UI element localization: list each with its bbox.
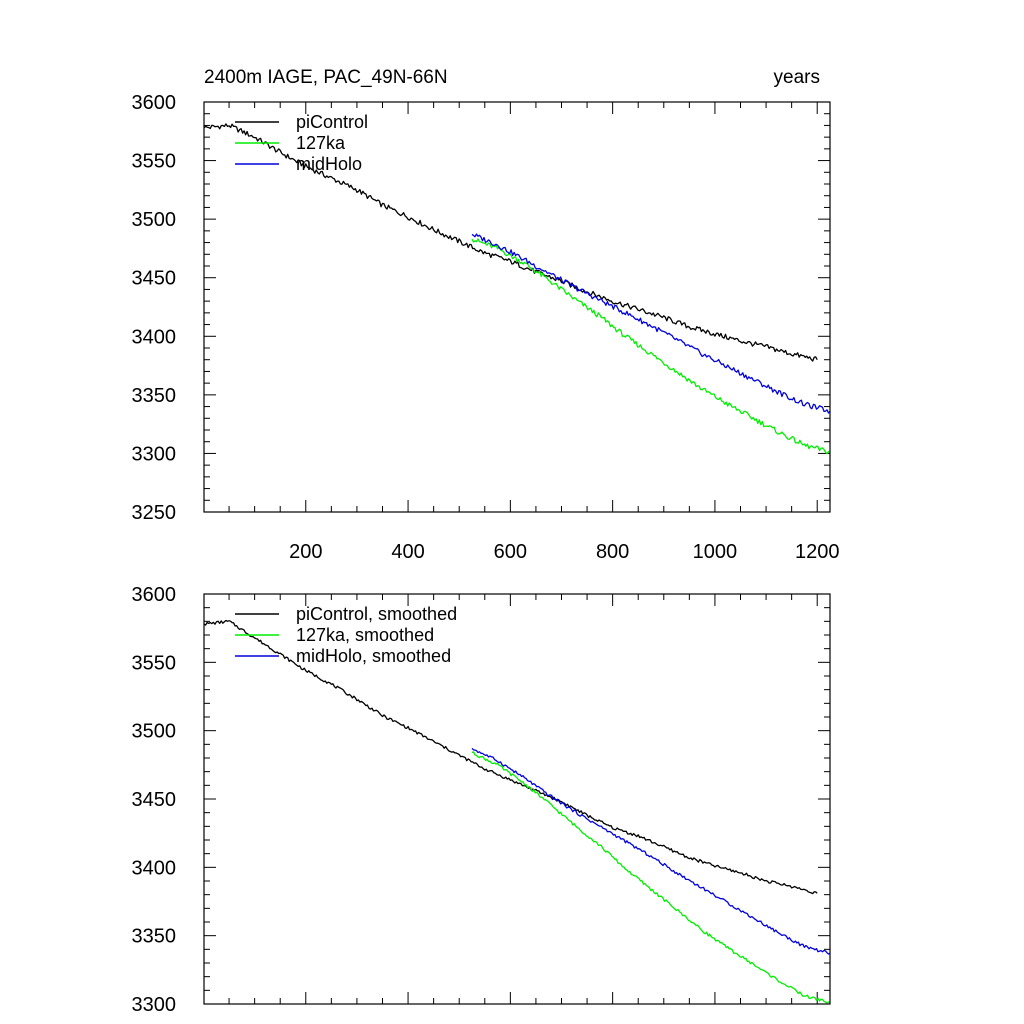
top-series-group xyxy=(203,123,831,455)
bottom-series-group xyxy=(203,619,831,1004)
y-tick-label: 3450 xyxy=(132,268,177,290)
x-tick-label: 600 xyxy=(494,541,527,563)
legend-label: 127ka, smoothed xyxy=(296,625,434,645)
legend-label: midHolo xyxy=(296,154,362,174)
series-line-0 xyxy=(203,123,818,362)
y-tick-label: 3500 xyxy=(132,209,177,231)
panel-title-left: 2400m IAGE, PAC_49N-66N xyxy=(204,67,448,88)
legend-label: piControl xyxy=(296,112,368,132)
series-line-0 xyxy=(203,619,818,895)
x-tick-label: 1200 xyxy=(795,541,840,563)
panel-title-right: years xyxy=(774,67,820,88)
bottom-chart-panel: 3300 3350 3400 3450 3500 3550 3600 piControl, … xyxy=(132,584,831,1016)
y-tick-label: 3550 xyxy=(132,652,177,674)
x-tick-label: 800 xyxy=(596,541,629,563)
bottom-plot-frame xyxy=(203,593,831,1005)
y-tick-label: 3400 xyxy=(132,326,177,348)
y-tick-label: 3250 xyxy=(132,502,177,524)
y-tick-label: 3350 xyxy=(132,926,177,948)
legend-label: 127ka xyxy=(296,133,346,153)
bottom-axis-ticks: 3300 3350 3400 3450 3500 3550 3600 xyxy=(132,584,830,1016)
top-chart-panel: 200 400 600 800 1000 1200 3250 3300 3350 3400 3450… xyxy=(132,92,840,563)
series-line-1 xyxy=(471,751,831,1004)
series-line-2 xyxy=(471,233,831,414)
y-tick-label: 3350 xyxy=(132,385,177,407)
y-tick-label: 3500 xyxy=(132,721,177,743)
series-line-1 xyxy=(471,238,831,455)
top-axis-ticks: 200 400 600 800 1000 1200 3250 3300 3350 3400 3450… xyxy=(132,92,840,563)
x-tick-label: 200 xyxy=(289,541,322,563)
y-tick-label: 3600 xyxy=(132,584,177,606)
x-tick-label: 1000 xyxy=(693,541,738,563)
series-line-2 xyxy=(471,747,831,955)
y-tick-label: 3300 xyxy=(132,443,177,465)
y-tick-label: 3300 xyxy=(132,994,177,1016)
y-tick-label: 3600 xyxy=(132,92,177,114)
top-plot-frame xyxy=(203,101,831,513)
legend-label: piControl, smoothed xyxy=(296,604,457,624)
y-tick-label: 3400 xyxy=(132,857,177,879)
x-tick-label: 400 xyxy=(391,541,424,563)
legend-label: midHolo, smoothed xyxy=(296,646,451,666)
y-tick-label: 3450 xyxy=(132,789,177,811)
y-tick-label: 3550 xyxy=(132,151,177,173)
